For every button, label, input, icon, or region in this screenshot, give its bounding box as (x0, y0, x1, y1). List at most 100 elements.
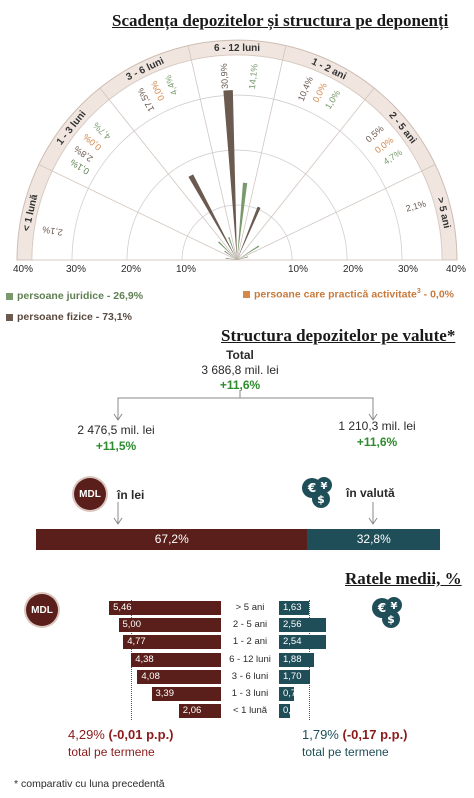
right-total-caption: total pe termene (302, 745, 389, 759)
euro-dollar-icon: € ¥ $ (300, 474, 336, 510)
rate-bar-val: 1,88 (279, 652, 314, 667)
svg-text:€: € (377, 601, 386, 615)
right-total-value: 1,79% (302, 727, 339, 742)
total-value: 3 686,8 mil. lei (201, 363, 279, 377)
left-total-value: 4,29% (68, 727, 105, 742)
rate-term-label: 1 - 3 luni (231, 688, 269, 699)
polar-sector-line (236, 164, 436, 261)
rate-bar-lei: 3,39 (151, 687, 221, 701)
left-total-caption: total pe termene (68, 745, 155, 759)
rate-term-label: 2 - 5 ani (232, 619, 268, 631)
rate-bar-lei: 5,46 (109, 601, 221, 615)
mdl-icon: MDL (26, 594, 58, 626)
legend-juridice: persoane juridice - 26,9% (6, 290, 143, 302)
val-block: 1 210,3 mil. lei +11,6% (322, 418, 432, 450)
sector-name: 6 - 12 luni (214, 43, 260, 54)
footnote: * comparativ cu luna precedentă (14, 778, 165, 790)
euro-dollar-icon: € ¥ $ (370, 594, 406, 630)
polar-sector-line (187, 45, 238, 261)
rate-term-label: < 1 lună (232, 705, 268, 717)
polar-gridline (71, 94, 403, 261)
svg-text:$: $ (387, 613, 395, 626)
polar-sector-line (99, 87, 238, 261)
legend-swatch (243, 291, 250, 299)
mdl-icon: MDL (74, 478, 106, 510)
maturity-title: Scadența depozitelor și structura pe dep… (112, 11, 449, 30)
rate-bar-lei: 4,08 (137, 669, 221, 684)
rate-bar-val: 0,57 (279, 704, 302, 719)
rate-term-label: > 5 ani (235, 602, 265, 613)
svg-text:¥: ¥ (391, 601, 398, 612)
polar-data-label: 2,1% (42, 224, 64, 237)
rate-bar-lei: 5,00 (118, 618, 221, 633)
axis-tick: 20% (343, 264, 364, 275)
polar-bar (224, 250, 237, 260)
rates-title: Ratele medii, % (345, 569, 462, 588)
rate-term-label: 6 - 12 luni (229, 653, 271, 665)
legend-label: persoane care practică activitate (254, 288, 417, 301)
rate-bar-val: 1,70 (279, 669, 311, 684)
polar-gridline (126, 149, 348, 261)
rate-bar-lei: 4,38 (131, 652, 221, 667)
bar-val: 32,8% (307, 529, 440, 550)
legend-swatch (6, 313, 13, 321)
axis-tick: 40% (446, 264, 467, 275)
rate-bar-val: 1,63 (279, 601, 310, 615)
polar-data-label: 14,1% (247, 63, 260, 89)
legend-value: - 0,0% (423, 288, 455, 301)
lei-value: 2 476,5 mil. lei (77, 423, 155, 437)
polar-sector-line (236, 87, 375, 261)
rate-term-label: 1 - 2 ani (232, 636, 268, 648)
axis-tick: 10% (176, 264, 197, 275)
axis-tick: 30% (398, 264, 419, 275)
polar-bar (237, 255, 241, 260)
val-change: +11,6% (356, 435, 398, 449)
polar-sector-line (236, 45, 287, 261)
polar-data-label: 30,9% (219, 63, 230, 89)
svg-text:€: € (307, 481, 316, 495)
polar-sector-line (38, 164, 238, 261)
rate-bar-val: 2,56 (279, 618, 327, 633)
polar-bar (237, 256, 249, 260)
total-label: Total (226, 348, 254, 362)
right-total-change: (-0,17 p.p.) (342, 727, 408, 742)
polar-area (31, 54, 443, 261)
currency-bar: 67,2% 32,8% (36, 529, 440, 550)
polar-bar (237, 258, 240, 260)
polar-bar (237, 182, 248, 260)
val-label: în valută (346, 486, 395, 500)
legend-sup: 3 (416, 288, 421, 295)
left-total-change: (-0,01 p.p.) (108, 727, 174, 742)
polar-bar (225, 257, 237, 260)
axis-tick: 20% (121, 264, 142, 275)
val-value: 1 210,3 mil. lei (338, 419, 416, 433)
polar-bar (223, 90, 237, 260)
rate-bar-val: 2,54 (279, 635, 326, 650)
polar-bar (228, 236, 237, 260)
total-change: +11,6% (219, 378, 261, 392)
rate-bar-val: 0,79 (279, 687, 302, 701)
legend-swatch (6, 292, 13, 300)
rate-bar-lei: 2,06 (178, 704, 221, 719)
bar-lei: 67,2% (36, 529, 308, 550)
rates-chart: 5,46 1,63 > 5 ani 5,00 2,56 2 - 5 ani 4,77 2,54… (0, 600, 474, 721)
lei-block: 2 476,5 mil. lei +11,5% (66, 422, 166, 454)
lei-change: +11,5% (95, 439, 137, 453)
polar-bar (237, 245, 260, 260)
lei-label: în lei (117, 488, 145, 502)
left-total: 4,29% (-0,01 p.p.) (68, 727, 174, 742)
svg-text:$: $ (317, 493, 325, 506)
svg-text:¥: ¥ (321, 481, 328, 492)
polar-bar (237, 206, 261, 260)
legend-label: persoane fizice - 73,1% (17, 311, 132, 323)
polar-bar (218, 241, 237, 260)
rate-term-label: 3 - 6 luni (231, 670, 269, 682)
polar-bar (188, 174, 237, 260)
total-block: Total 3 686,8 mil. lei +11,6% (190, 348, 290, 393)
rate-bar-lei: 4,77 (123, 635, 221, 650)
tree-connectors (113, 390, 378, 525)
axis-tick: 40% (13, 264, 34, 275)
legend-activitate: persoane care practică activitate3 - 0,0… (243, 288, 454, 301)
axis-tick: 30% (66, 264, 87, 275)
